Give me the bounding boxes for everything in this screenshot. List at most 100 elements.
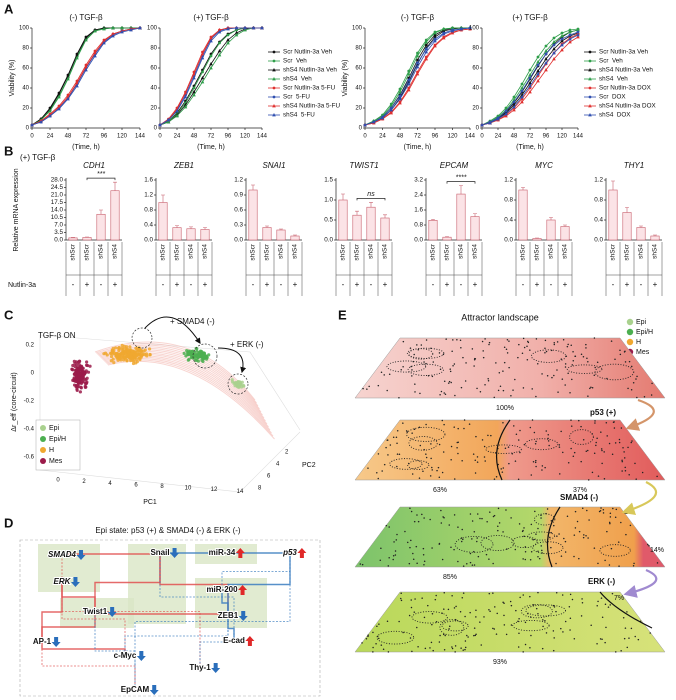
state-dot xyxy=(460,346,462,349)
state-dot xyxy=(425,453,427,455)
basin-ring xyxy=(599,544,631,557)
state-dot xyxy=(573,555,575,558)
state-dot xyxy=(468,423,471,425)
marker xyxy=(48,109,52,113)
point xyxy=(73,364,77,369)
marker xyxy=(568,40,572,44)
edge xyxy=(61,553,161,555)
state-dot xyxy=(453,514,456,516)
marker xyxy=(560,37,564,41)
state-dot xyxy=(578,530,581,533)
state-dot xyxy=(476,461,479,463)
error-bar xyxy=(161,194,165,203)
point xyxy=(85,363,90,368)
error-bar xyxy=(341,193,345,200)
state-dot xyxy=(587,479,590,481)
state-dot xyxy=(498,522,501,524)
marker xyxy=(371,120,376,124)
y-tick-label: 40 xyxy=(472,86,479,92)
state-dot xyxy=(633,562,635,565)
marker xyxy=(200,76,205,80)
state-dot xyxy=(423,361,425,363)
state-dot xyxy=(460,537,463,539)
point xyxy=(142,349,146,353)
point xyxy=(84,382,88,386)
state-dot xyxy=(398,396,400,399)
state-dot xyxy=(496,612,498,615)
marker xyxy=(544,57,548,61)
basin-ring xyxy=(408,436,438,451)
legend-marker xyxy=(272,86,276,90)
state-dot xyxy=(414,391,416,393)
marker xyxy=(102,41,106,45)
module-box xyxy=(195,544,257,564)
y-tick-label: 0.0 xyxy=(54,237,63,244)
state-dot xyxy=(454,478,456,480)
node-label: Twist1 xyxy=(83,607,108,616)
y-tick-label: 17.5 xyxy=(51,199,64,206)
point xyxy=(118,357,122,361)
state-dot xyxy=(462,592,465,594)
basin-ring xyxy=(594,363,635,381)
state-dot xyxy=(431,547,433,549)
category-label: shS4 xyxy=(188,244,195,259)
state-dot xyxy=(594,420,596,422)
significance-bracket xyxy=(356,198,386,201)
state-dot xyxy=(398,453,401,455)
state-dot xyxy=(510,395,512,397)
state-dot xyxy=(508,340,510,342)
marker xyxy=(398,101,402,105)
state-dot xyxy=(396,429,399,432)
x-tick-label: 96 xyxy=(543,134,550,140)
state-dot xyxy=(453,607,456,609)
point xyxy=(138,348,143,352)
state-dot xyxy=(408,562,411,565)
basin-ring xyxy=(439,619,465,636)
state-dot xyxy=(581,602,584,604)
state-dot xyxy=(541,469,543,471)
state-dot xyxy=(472,453,475,455)
state-dot xyxy=(569,617,572,620)
y-tick-label: 0.9 xyxy=(234,192,243,199)
legend-label: Scr 5-FU xyxy=(283,94,310,101)
marker xyxy=(234,31,239,35)
state-dot xyxy=(628,360,631,363)
state-dot xyxy=(404,530,406,533)
state-dot xyxy=(537,555,539,558)
state-dot xyxy=(464,380,467,382)
series-line xyxy=(31,27,140,126)
point xyxy=(120,343,124,348)
state-dot xyxy=(413,353,415,356)
state-dot xyxy=(431,612,434,615)
state-dot xyxy=(593,452,596,454)
state-dot xyxy=(464,615,466,618)
marker xyxy=(424,47,428,51)
error-bar xyxy=(203,227,207,230)
legend-marker xyxy=(588,95,592,99)
marker xyxy=(75,81,79,85)
legend-swatch xyxy=(40,436,46,442)
state-dot xyxy=(621,470,623,472)
marker xyxy=(520,86,524,90)
basin-ring xyxy=(534,513,556,526)
state-dot xyxy=(574,510,577,513)
point xyxy=(84,378,88,382)
state-dot xyxy=(376,625,378,627)
marker xyxy=(389,108,394,112)
share-label: 93% xyxy=(493,659,507,666)
state-dot xyxy=(450,445,453,448)
point xyxy=(125,355,129,359)
state-dot xyxy=(546,375,549,377)
state-dot xyxy=(593,547,596,549)
point xyxy=(182,351,186,355)
state-dot xyxy=(588,519,590,521)
legend-label: Epi/H xyxy=(49,436,66,443)
marker xyxy=(192,76,196,80)
state-dot xyxy=(377,384,380,387)
state-dot xyxy=(531,388,533,390)
state-dot xyxy=(519,429,521,432)
state-dot xyxy=(586,357,588,359)
state-dot xyxy=(398,620,400,623)
category-label: shScr xyxy=(624,243,631,260)
category-label: shScr xyxy=(430,243,437,260)
